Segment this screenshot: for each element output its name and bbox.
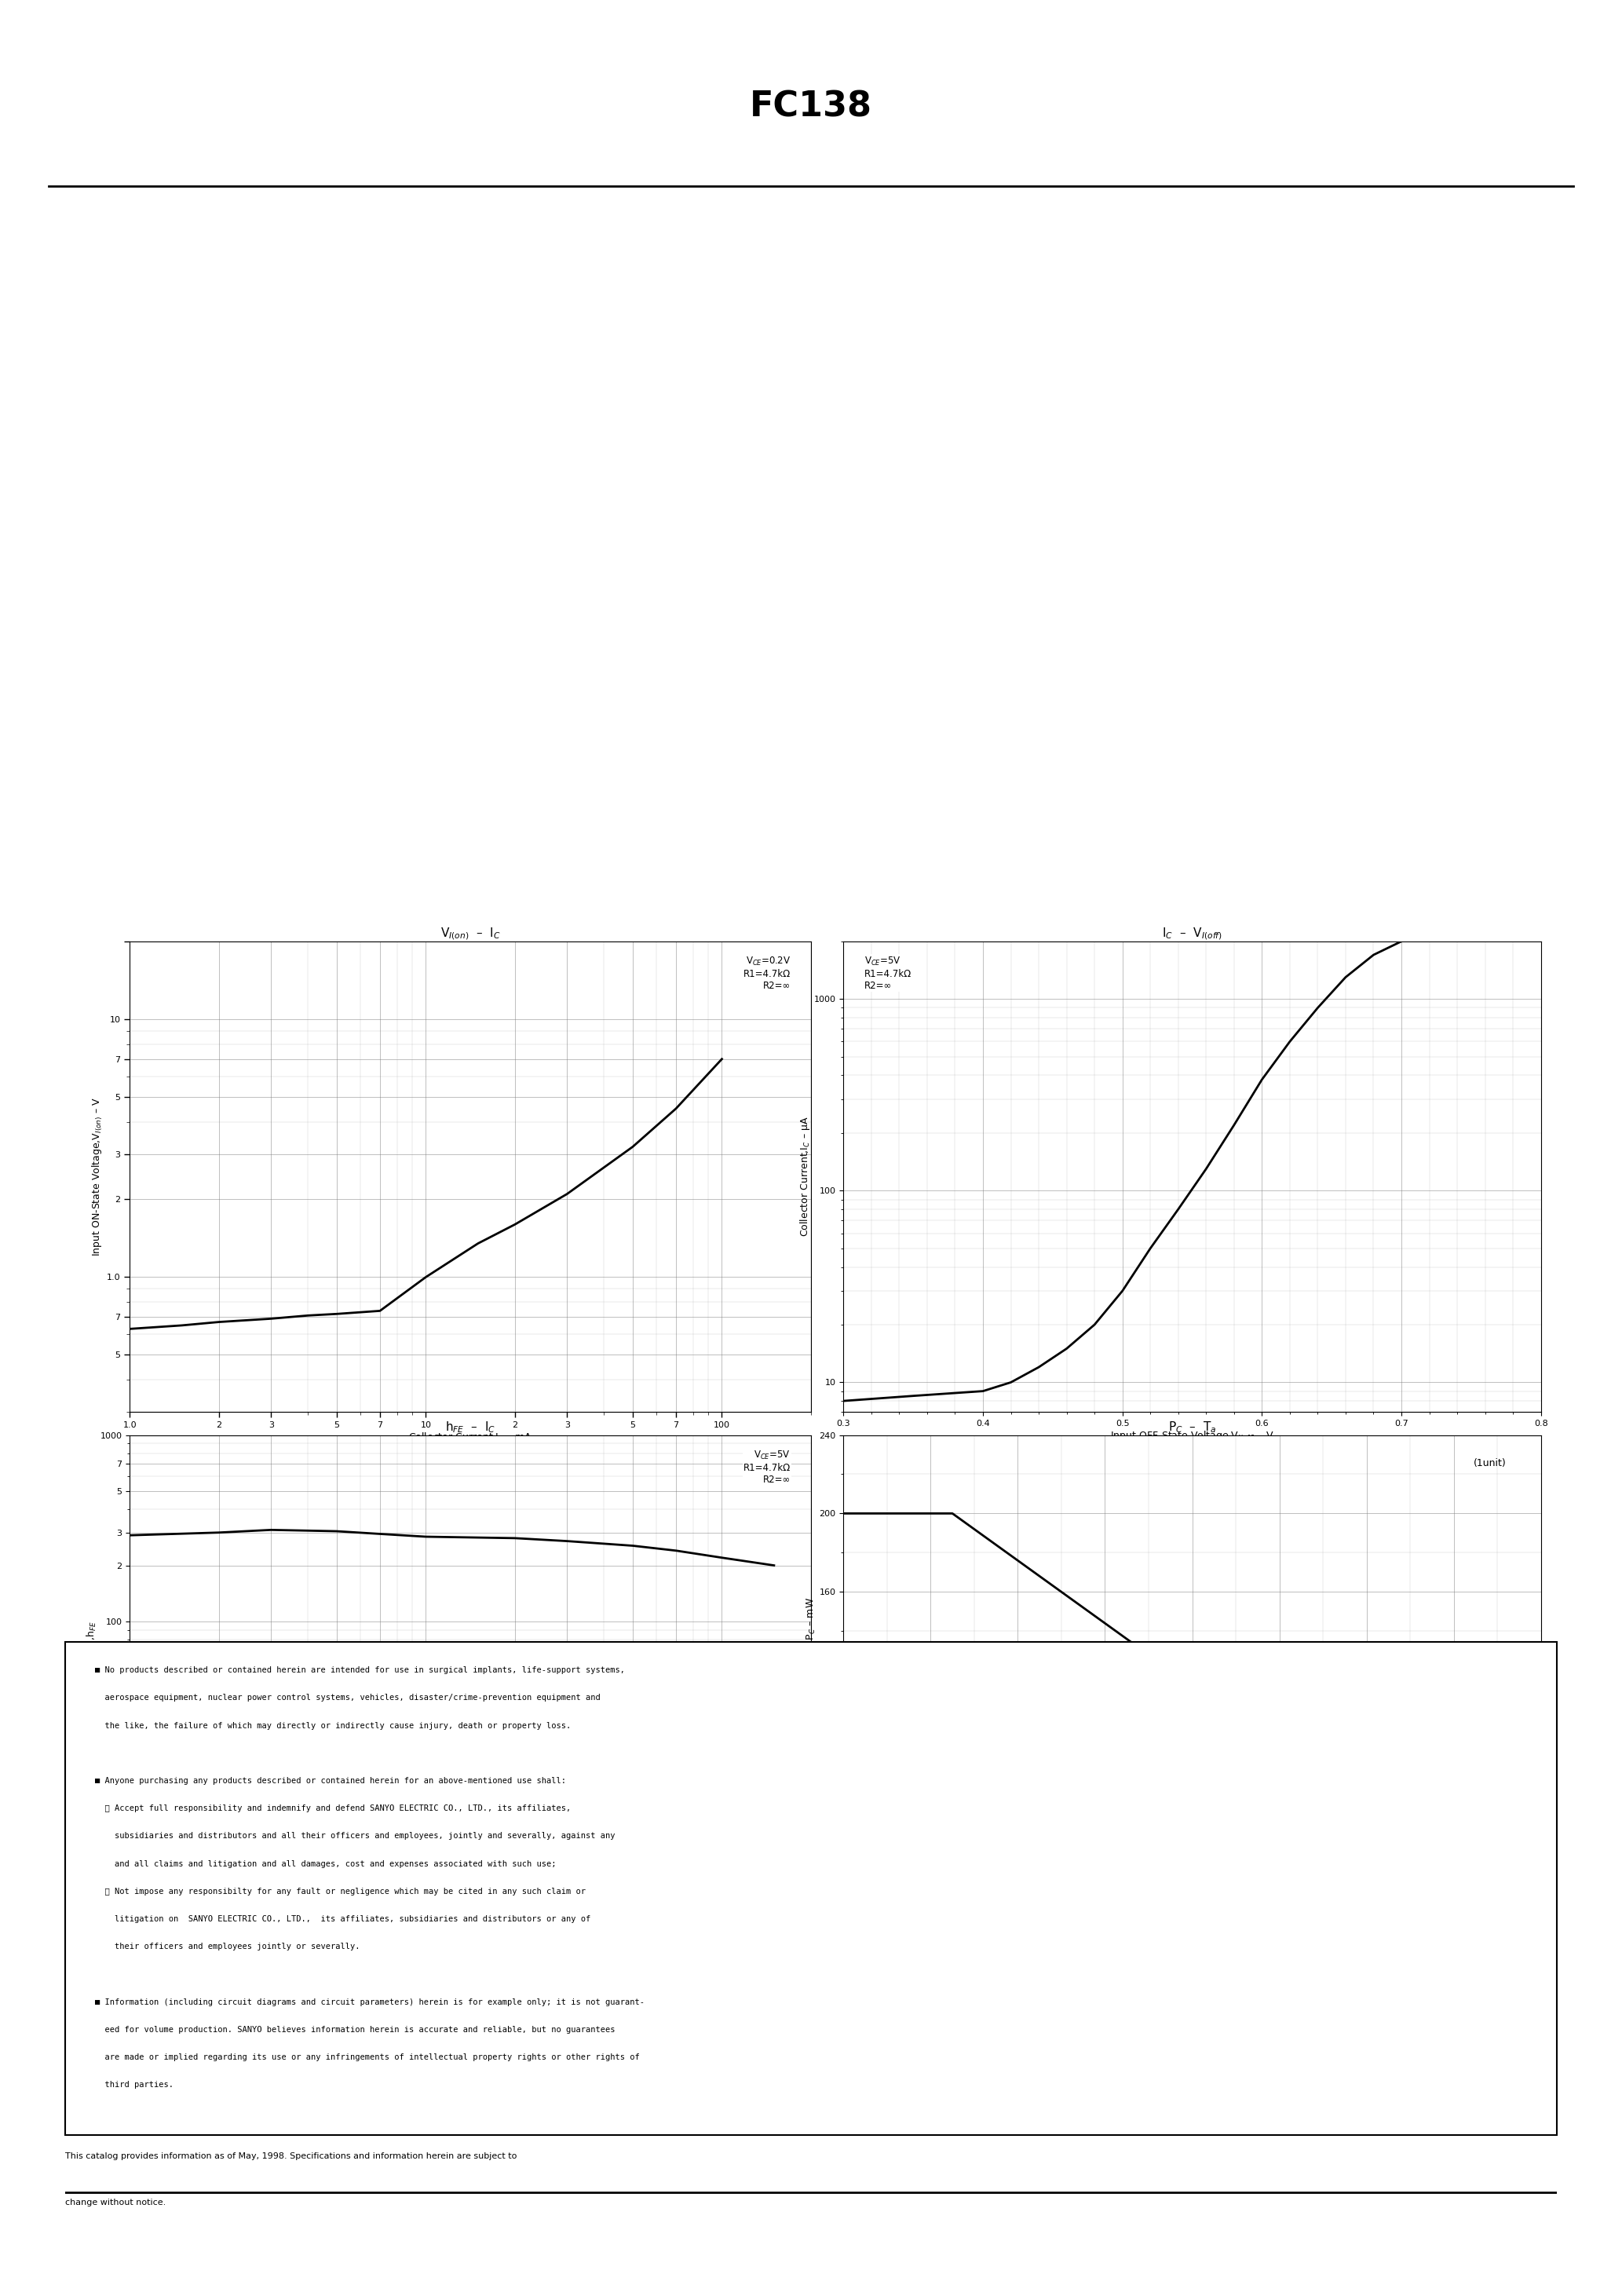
Text: the like, the failure of which may directly or indirectly cause injury, death or: the like, the failure of which may direc…	[94, 1722, 571, 1729]
Text: ② Not impose any responsibilty for any fault or negligence which may be cited in: ② Not impose any responsibilty for any f…	[94, 1887, 586, 1894]
Text: FC138: FC138	[749, 90, 873, 124]
X-axis label: Collector Current,I$_C$ – mA: Collector Current,I$_C$ – mA	[409, 1430, 532, 1444]
Text: and all claims and litigation and all damages, cost and expenses associated with: and all claims and litigation and all da…	[94, 1860, 556, 1867]
Title: I$_C$  –  V$_{I(off)}$: I$_C$ – V$_{I(off)}$	[1161, 925, 1223, 941]
Text: (1unit): (1unit)	[1473, 1458, 1505, 1469]
Y-axis label: Collector Dissipation,P$_C$ – mW: Collector Dissipation,P$_C$ – mW	[803, 1598, 817, 1743]
Text: ① Accept full responsibility and indemnify and defend SANYO ELECTRIC CO., LTD., : ① Accept full responsibility and indemni…	[94, 1805, 571, 1812]
Text: This catalog provides information as of May, 1998. Specifications and informatio: This catalog provides information as of …	[65, 2154, 516, 2161]
Title: h$_{FE}$  –  I$_C$: h$_{FE}$ – I$_C$	[444, 1419, 496, 1435]
Text: change without notice.: change without notice.	[65, 2200, 165, 2206]
Title: P$_C$  –  T$_a$: P$_C$ – T$_a$	[1168, 1419, 1216, 1435]
X-axis label: Input OFF-State Voltage,V$_{I(off)}$ – V: Input OFF-State Voltage,V$_{I(off)}$ – V	[1111, 1430, 1273, 1444]
Text: V$_{CE}$=5V
R1=4.7kΩ
R2=∞: V$_{CE}$=5V R1=4.7kΩ R2=∞	[743, 1449, 790, 1486]
Y-axis label: DC Current Gain,h$_{FE}$: DC Current Gain,h$_{FE}$	[86, 1621, 97, 1720]
Text: V$_{CE}$=5V
R1=4.7kΩ
R2=∞: V$_{CE}$=5V R1=4.7kΩ R2=∞	[865, 955, 912, 992]
Text: their officers and employees jointly or severally.: their officers and employees jointly or …	[94, 1942, 360, 1952]
Text: litigation on  SANYO ELECTRIC CO., LTD.,  its affiliates, subsidiaries and distr: litigation on SANYO ELECTRIC CO., LTD., …	[94, 1915, 590, 1924]
Title: V$_{I(on)}$  –  I$_C$: V$_{I(on)}$ – I$_C$	[440, 925, 501, 941]
Text: ■ Anyone purchasing any products described or contained herein for an above-ment: ■ Anyone purchasing any products describ…	[94, 1777, 566, 1784]
Text: aerospace equipment, nuclear power control systems, vehicles, disaster/crime-pre: aerospace equipment, nuclear power contr…	[94, 1694, 600, 1701]
Y-axis label: Collector Current,I$_C$ – μA: Collector Current,I$_C$ – μA	[798, 1116, 811, 1238]
Text: are made or implied regarding its use or any infringements of intellectual prope: are made or implied regarding its use or…	[94, 2053, 639, 2062]
Text: eed for volume production. SANYO believes information herein is accurate and rel: eed for volume production. SANYO believe…	[94, 2025, 615, 2034]
Y-axis label: Input ON-State Voltage,V$_{I(on)}$ – V: Input ON-State Voltage,V$_{I(on)}$ – V	[91, 1097, 104, 1256]
X-axis label: Ambient Temperature,Ta – °C: Ambient Temperature,Ta – °C	[1121, 1924, 1264, 1933]
X-axis label: Collector Current,I$_C$ – mA: Collector Current,I$_C$ – mA	[409, 1924, 532, 1936]
Text: subsidiaries and distributors and all their officers and employees, jointly and : subsidiaries and distributors and all th…	[94, 1832, 615, 1839]
Text: V$_{CE}$=0.2V
R1=4.7kΩ
R2=∞: V$_{CE}$=0.2V R1=4.7kΩ R2=∞	[743, 955, 790, 992]
Text: ■ Information (including circuit diagrams and circuit parameters) herein is for : ■ Information (including circuit diagram…	[94, 1998, 644, 2007]
Text: third parties.: third parties.	[94, 2080, 174, 2089]
FancyBboxPatch shape	[65, 1642, 1557, 2135]
Text: ■ No products described or contained herein are intended for use in surgical imp: ■ No products described or contained her…	[94, 1667, 624, 1674]
